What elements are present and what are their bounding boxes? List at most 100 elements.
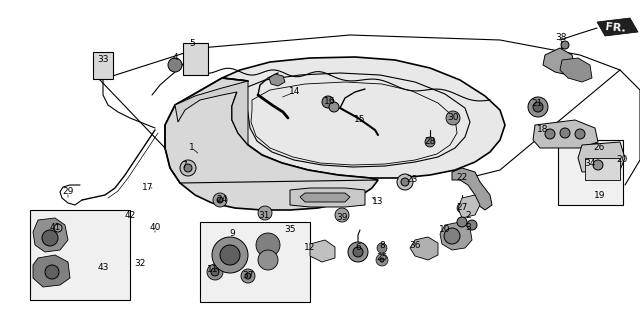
Polygon shape <box>310 240 335 262</box>
Circle shape <box>168 58 182 72</box>
Text: 26: 26 <box>593 143 605 153</box>
Polygon shape <box>165 78 378 210</box>
Circle shape <box>335 208 349 222</box>
Text: 1: 1 <box>189 143 195 153</box>
Bar <box>183 43 208 75</box>
Polygon shape <box>410 237 438 260</box>
Text: 18: 18 <box>537 125 548 134</box>
Circle shape <box>401 178 409 186</box>
Polygon shape <box>33 255 70 287</box>
Bar <box>585 158 620 180</box>
Circle shape <box>241 269 255 283</box>
Text: 30: 30 <box>447 114 459 123</box>
Circle shape <box>184 164 192 172</box>
Circle shape <box>258 206 272 220</box>
Circle shape <box>212 237 248 273</box>
Circle shape <box>322 96 334 108</box>
Circle shape <box>376 254 388 266</box>
Polygon shape <box>597 18 638 36</box>
Text: 5: 5 <box>189 38 195 47</box>
Text: 31: 31 <box>259 211 269 220</box>
Circle shape <box>377 243 387 253</box>
Text: 40: 40 <box>149 223 161 233</box>
Polygon shape <box>560 58 592 82</box>
Circle shape <box>207 264 223 280</box>
Bar <box>93 52 113 79</box>
Polygon shape <box>33 218 68 252</box>
Polygon shape <box>458 195 480 218</box>
Polygon shape <box>290 188 365 207</box>
Circle shape <box>561 41 569 49</box>
Circle shape <box>217 197 223 203</box>
Bar <box>200 222 310 302</box>
Bar <box>30 210 130 300</box>
Text: 42: 42 <box>124 211 136 220</box>
Text: FR.: FR. <box>604 22 626 34</box>
Text: 38: 38 <box>556 34 567 43</box>
Bar <box>558 140 623 205</box>
Circle shape <box>220 245 240 265</box>
Text: 14: 14 <box>289 87 301 97</box>
Text: 24: 24 <box>216 196 228 204</box>
Circle shape <box>329 102 339 112</box>
Circle shape <box>457 203 467 213</box>
Circle shape <box>467 220 477 230</box>
Text: 6: 6 <box>355 244 361 252</box>
Circle shape <box>457 217 467 227</box>
Circle shape <box>258 250 278 270</box>
Circle shape <box>353 247 363 257</box>
Text: 16: 16 <box>324 98 336 107</box>
Text: 12: 12 <box>304 244 316 252</box>
Circle shape <box>256 233 280 257</box>
Circle shape <box>575 129 585 139</box>
Text: 37: 37 <box>243 270 253 279</box>
Text: 29: 29 <box>62 188 74 196</box>
Circle shape <box>444 228 460 244</box>
Text: 36: 36 <box>409 241 420 250</box>
Polygon shape <box>222 57 505 178</box>
Circle shape <box>54 224 62 232</box>
Circle shape <box>593 160 603 170</box>
Text: 22: 22 <box>456 173 468 182</box>
Text: 21: 21 <box>531 99 543 108</box>
Text: 28: 28 <box>424 138 436 147</box>
Text: 8: 8 <box>379 242 385 251</box>
Text: 32: 32 <box>134 260 146 268</box>
Circle shape <box>180 160 196 176</box>
Circle shape <box>528 97 548 117</box>
Circle shape <box>45 265 59 279</box>
Polygon shape <box>175 81 248 145</box>
Circle shape <box>560 128 570 138</box>
Circle shape <box>348 242 368 262</box>
Polygon shape <box>452 168 492 210</box>
Circle shape <box>446 111 460 125</box>
Text: 15: 15 <box>355 116 365 124</box>
Text: 33: 33 <box>97 55 109 65</box>
Polygon shape <box>269 74 285 86</box>
Circle shape <box>425 137 435 147</box>
Polygon shape <box>300 193 350 202</box>
Text: 11: 11 <box>207 266 219 275</box>
Text: 39: 39 <box>336 213 348 222</box>
Text: 41: 41 <box>49 223 61 233</box>
Circle shape <box>213 193 227 207</box>
Polygon shape <box>533 120 598 148</box>
Circle shape <box>211 268 219 276</box>
Circle shape <box>533 102 543 112</box>
Text: 43: 43 <box>97 263 109 273</box>
Text: 2: 2 <box>465 211 471 220</box>
Text: 17: 17 <box>142 183 154 193</box>
Text: 34: 34 <box>584 158 596 167</box>
Text: 27: 27 <box>456 204 468 212</box>
Text: 10: 10 <box>439 226 451 235</box>
Circle shape <box>397 174 413 190</box>
Text: 23: 23 <box>406 175 418 185</box>
Text: 4: 4 <box>172 52 178 61</box>
Text: 35: 35 <box>284 226 296 235</box>
Circle shape <box>42 230 58 246</box>
Circle shape <box>245 273 251 279</box>
Polygon shape <box>440 222 472 250</box>
Text: 25: 25 <box>376 253 388 262</box>
Circle shape <box>380 258 384 262</box>
Polygon shape <box>578 142 625 172</box>
